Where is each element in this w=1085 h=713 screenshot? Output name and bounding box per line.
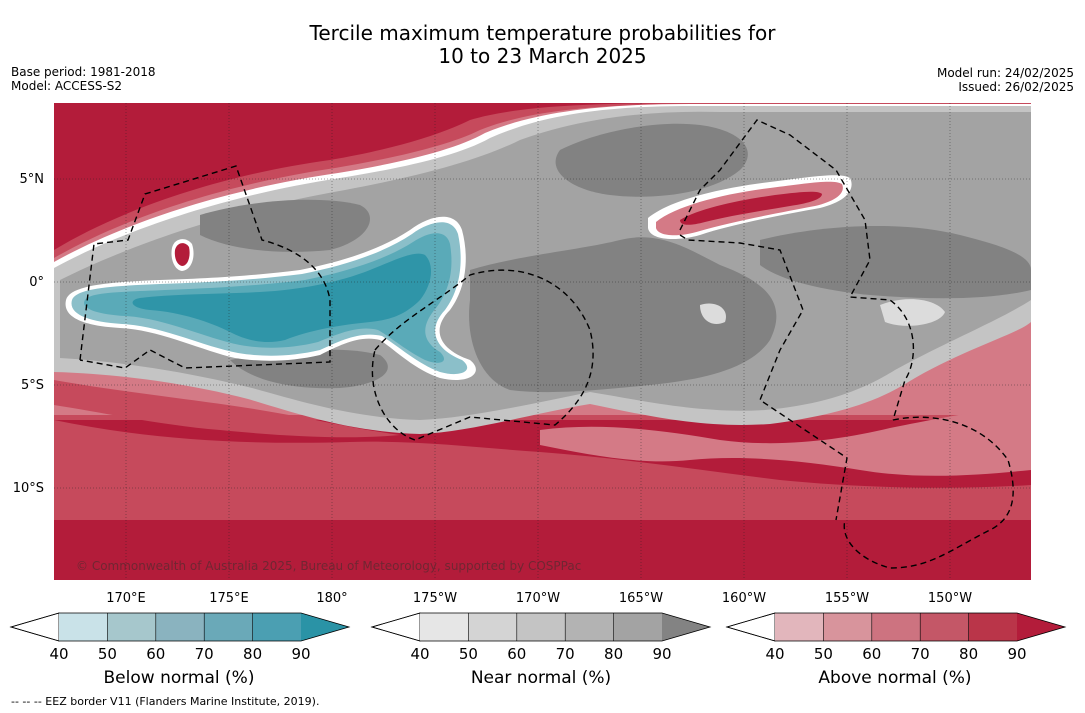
model-name: Model: ACCESS-S2 — [11, 79, 123, 93]
map-field — [54, 103, 1031, 580]
model-run: Model run: 24/02/2025 — [936, 66, 1074, 80]
near-region-lightest-2 — [700, 303, 726, 325]
colorbar-below-tick-label: 80 — [243, 645, 262, 663]
meta-right: Model run: 24/02/2025 Issued: 26/02/2025 — [937, 66, 1074, 94]
colorbar-below-segment — [204, 613, 253, 641]
colorbar-below-tick-label: 40 — [49, 645, 68, 663]
eez-border-tuvalu-phoenix — [371, 269, 594, 441]
lon-label-175e: 175°E — [209, 591, 249, 606]
colorbar-below-tick-label: 70 — [195, 645, 214, 663]
below-region-70 — [132, 253, 432, 343]
lon-label-160w: 160°W — [722, 591, 766, 606]
colorbar-above-tick-label: 40 — [765, 645, 784, 663]
colorbar-near-tick-label: 90 — [652, 645, 671, 663]
eez-border-south — [843, 416, 1014, 569]
above-band-south-1 — [540, 405, 1031, 476]
colorbar-near-segment — [468, 613, 517, 641]
near-region-lightest-1 — [880, 299, 945, 326]
lon-label-155w: 155°W — [825, 591, 869, 606]
lat-label-5s: 5°S — [21, 378, 44, 393]
colorbar-below-low-extend — [9, 612, 60, 642]
colorbar-above-tick-label: 90 — [1007, 645, 1026, 663]
above-streak-inner — [680, 191, 822, 225]
base-period: Base period: 1981-2018 — [11, 65, 156, 79]
colorbar-near-tick-label: 70 — [556, 645, 575, 663]
colorbar-above-high-extend — [1017, 613, 1065, 641]
eez-borders — [79, 119, 1014, 569]
colorbar-above-segment — [968, 613, 1017, 641]
colorbar-above-outline — [725, 612, 1067, 642]
colorbar-label-above: Above normal (%) — [818, 668, 972, 688]
colorbar-below-outline — [9, 612, 351, 642]
colorbar-near-outline — [370, 612, 712, 642]
issued-date: Issued: 26/02/2025 — [958, 80, 1074, 94]
eez-border-kiribati-gilbert — [79, 165, 331, 369]
lon-label-180: 180° — [316, 591, 347, 606]
colorbar-below-segment — [155, 613, 205, 641]
lon-label-175w: 175°W — [413, 591, 457, 606]
colorbar-below-segment — [107, 613, 156, 641]
lat-label-5n: 5°N — [20, 172, 45, 187]
map-title: Tercile maximum temperature probabilitie… — [0, 22, 1085, 68]
longitude-labels: 170°E 175°E 180° 175°W 170°W 165°W 160°W… — [106, 591, 972, 606]
colorbar-below-segment — [252, 613, 301, 641]
colorbar-near-tick-label: 80 — [604, 645, 623, 663]
colorbar-label-below: Below normal (%) — [103, 668, 255, 688]
meta-left: Base period: 1981-2018 Model: ACCESS-S2 — [11, 65, 156, 93]
colorbar-above-segment — [775, 613, 824, 641]
lat-label-0: 0° — [29, 275, 44, 290]
eez-border-line-islands-north — [679, 119, 915, 421]
latitude-labels: 5°N 0° 5°S 10°S — [13, 172, 44, 496]
colorbar-below-tick-label: 90 — [291, 645, 310, 663]
lat-label-10s: 10°S — [13, 481, 44, 496]
above-band-south-2 — [54, 420, 1031, 520]
near-region-dark-3 — [760, 225, 1031, 299]
title-line-2: 10 to 23 March 2025 — [438, 44, 647, 68]
copyright-notice: © Commonwealth of Australia 2025, Bureau… — [76, 559, 581, 573]
lon-label-170w: 170°W — [516, 591, 560, 606]
colorbar-near: 40 50 60 70 80 90 — [370, 612, 712, 663]
colorbar-above-low-extend — [725, 612, 776, 642]
colorbar-below-high-extend — [301, 613, 349, 641]
colorbar-above-tick-label: 60 — [862, 645, 881, 663]
colorbar-near-tick-label: 40 — [410, 645, 429, 663]
colorbar-near-tick-label: 50 — [459, 645, 478, 663]
lon-label-165w: 165°W — [619, 591, 663, 606]
colorbar-near-low-extend — [370, 612, 421, 642]
colorbars: 40 50 60 70 80 90 40 50 60 70 80 90 40 50 60 70 80 90 — [9, 612, 1067, 663]
colorbar-above: 40 50 60 70 80 90 — [725, 612, 1067, 663]
colorbar-above-tick-label: 70 — [911, 645, 930, 663]
above-blob-small-inner — [174, 243, 190, 266]
colorbar-near-high-extend — [662, 613, 710, 641]
colorbar-near-segment — [420, 613, 469, 641]
above-band-south-3 — [54, 380, 400, 438]
near-region-dark-1 — [469, 237, 777, 393]
colorbar-above-tick-label: 80 — [959, 645, 978, 663]
near-region-dark-2 — [555, 123, 748, 197]
colorbar-near-segment — [516, 613, 566, 641]
colorbar-below: 40 50 60 70 80 90 — [9, 612, 351, 663]
colorbar-below-tick-label: 50 — [98, 645, 117, 663]
near-region-dark-5 — [200, 199, 370, 252]
map-gridlines — [54, 103, 1031, 580]
eez-footnote: -- -- -- EEZ border V11 (Flanders Marine… — [11, 695, 320, 708]
colorbar-above-segment — [823, 613, 872, 641]
colorbar-above-segment — [871, 613, 921, 641]
lon-label-170e: 170°E — [106, 591, 146, 606]
lon-label-150w: 150°W — [928, 591, 972, 606]
colorbar-label-near: Near normal (%) — [470, 668, 612, 688]
colorbar-below-segment — [59, 613, 108, 641]
colorbar-above-tick-label: 50 — [814, 645, 833, 663]
colorbar-near-segment — [613, 613, 662, 641]
colorbar-above-segment — [920, 613, 969, 641]
colorbar-near-tick-label: 60 — [507, 645, 526, 663]
colorbar-below-tick-label: 60 — [146, 645, 165, 663]
colorbar-near-segment — [565, 613, 614, 641]
title-line-1: Tercile maximum temperature probabilitie… — [309, 21, 776, 45]
